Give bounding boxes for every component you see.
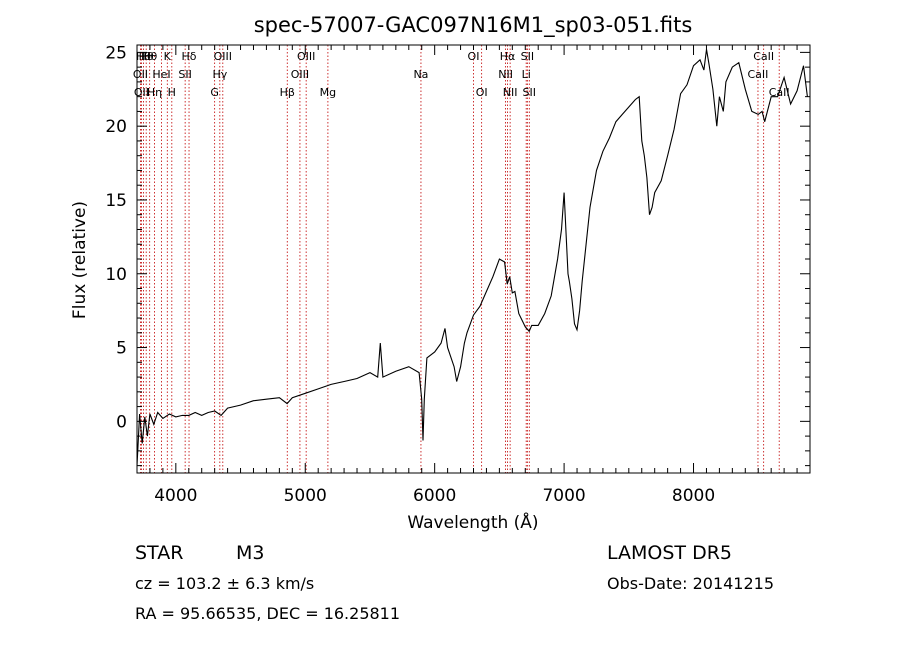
- ra-dec-coordinates: RA = 95.66535, DEC = 16.25811: [135, 604, 400, 623]
- spectral-line-label: OII: [134, 86, 149, 99]
- spectral-line-label: SII: [521, 50, 534, 63]
- spectral-line-label: Hθ: [142, 50, 157, 63]
- object-class: STAR: [135, 542, 183, 564]
- x-tick-label: 8000: [672, 486, 715, 506]
- spectral-line-label: H: [168, 86, 176, 99]
- redshift-velocity: cz = 103.2 ± 6.3 km/s: [135, 574, 314, 593]
- y-axis-ticks: 0 5 10 15 20 25: [105, 43, 810, 467]
- x-axis-ticks: 4000 5000 6000 7000 8000: [149, 45, 798, 506]
- spectral-line-label: K: [164, 50, 172, 63]
- spectral-line-label: Hα: [500, 50, 516, 63]
- spectral-line-label: OI: [468, 50, 480, 63]
- y-tick-label: 5: [116, 339, 127, 359]
- y-tick-label: 20: [105, 117, 127, 137]
- y-axis-label: Flux (relative): [70, 201, 90, 319]
- spectral-line-label: G: [210, 86, 219, 99]
- spectral-line-labels: OIIOIIHθHθHθHηHeIKHSIIHδGHγOIIIHβOIIIOII…: [133, 50, 790, 99]
- y-tick-label: 25: [105, 43, 127, 63]
- spectral-line-label: Hθ: [136, 50, 151, 63]
- spectral-line-label: SII: [523, 86, 536, 99]
- observation-date: Obs-Date: 20141215: [607, 574, 774, 593]
- object-subclass: M3: [236, 542, 264, 564]
- y-tick-label: 10: [105, 265, 127, 285]
- spectral-line-label: OIII: [297, 50, 315, 63]
- y-tick-label: 0: [116, 412, 127, 432]
- spectral-line-label: NII: [503, 86, 518, 99]
- x-tick-label: 5000: [284, 486, 327, 506]
- spectral-line-label: CaII: [748, 68, 769, 81]
- spectral-line-label: SII: [178, 68, 191, 81]
- spectral-line-label: Hβ: [280, 86, 295, 99]
- spectral-line-label: HeI: [152, 68, 170, 81]
- spectral-line-label: Hγ: [212, 68, 227, 81]
- spectral-line-label: OII: [133, 68, 148, 81]
- x-tick-label: 6000: [413, 486, 456, 506]
- spectral-line-label: Mg: [320, 86, 336, 99]
- x-tick-label: 7000: [542, 486, 585, 506]
- spectral-line-markers: [140, 45, 780, 473]
- spectral-line-label: NII: [498, 68, 513, 81]
- spectral-line-label: OIII: [291, 68, 309, 81]
- x-axis-label: Wavelength (Å): [407, 511, 538, 533]
- x-tick-label: 4000: [154, 486, 197, 506]
- spectral-line-label: Hη: [147, 86, 162, 99]
- y-tick-label: 15: [105, 191, 127, 211]
- spectral-line-label: CaII: [753, 50, 774, 63]
- spectral-line-label: Hδ: [182, 50, 197, 63]
- spectrum-line: [136, 49, 808, 466]
- chart-title: spec-57007-GAC097N16M1_sp03-051.fits: [254, 13, 693, 38]
- spectral-line-label: OI: [476, 86, 488, 99]
- spectral-line-label: Na: [413, 68, 428, 81]
- spectral-line-label: Hθ: [139, 50, 154, 63]
- spectral-line-label: Li: [522, 68, 531, 81]
- spectral-line-label: OIII: [214, 50, 232, 63]
- survey-release: LAMOST DR5: [607, 542, 732, 564]
